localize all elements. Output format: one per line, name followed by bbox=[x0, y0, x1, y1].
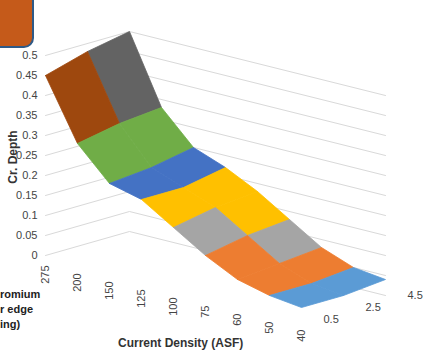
html-text:Current Density (ASF): Current Density (ASF) bbox=[118, 336, 244, 350]
svg-text:150: 150 bbox=[103, 282, 115, 300]
svg-text:125: 125 bbox=[135, 290, 147, 308]
svg-text:100: 100 bbox=[167, 298, 179, 316]
svg-text:0.15: 0.15 bbox=[16, 189, 37, 201]
svg-text:275: 275 bbox=[39, 266, 51, 284]
html-text:Cr. Depth: Cr. Depth bbox=[5, 130, 20, 184]
svg-text:0.05: 0.05 bbox=[16, 229, 37, 241]
svg-text:0: 0 bbox=[31, 249, 37, 261]
svg-text:4.5: 4.5 bbox=[408, 289, 423, 301]
html-text:r edge: r edge bbox=[0, 303, 33, 315]
svg-text:0.3: 0.3 bbox=[22, 129, 37, 141]
svg-text:0.35: 0.35 bbox=[16, 109, 37, 121]
svg-text:0.2: 0.2 bbox=[22, 169, 37, 181]
html-text:romium: romium bbox=[0, 288, 41, 300]
svg-text:0.5: 0.5 bbox=[324, 313, 339, 325]
svg-text:2.5: 2.5 bbox=[366, 301, 381, 313]
svg-text:0.25: 0.25 bbox=[16, 149, 38, 161]
html-text:ing): ing) bbox=[0, 318, 21, 330]
svg-text:75: 75 bbox=[199, 306, 211, 318]
svg-text:60: 60 bbox=[231, 314, 243, 326]
svg-text:40: 40 bbox=[295, 330, 307, 342]
svg-text:0.5: 0.5 bbox=[22, 49, 37, 61]
svg-text:0.4: 0.4 bbox=[22, 89, 37, 101]
svg-text:50: 50 bbox=[263, 322, 275, 334]
svg-text:0.1: 0.1 bbox=[22, 209, 37, 221]
svg-text:200: 200 bbox=[71, 274, 83, 292]
svg-text:0.45: 0.45 bbox=[16, 69, 37, 81]
